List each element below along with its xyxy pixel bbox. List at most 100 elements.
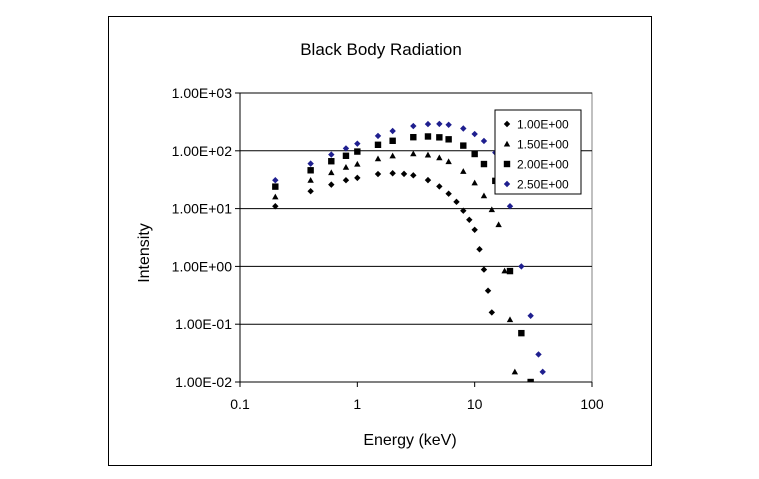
data-point — [354, 160, 361, 167]
data-point — [445, 158, 452, 165]
data-point — [453, 198, 460, 206]
data-point — [445, 190, 452, 197]
data-point — [424, 133, 432, 140]
data-point — [354, 148, 361, 155]
data-point — [480, 160, 488, 168]
data-point — [518, 263, 525, 270]
data-point — [410, 172, 417, 179]
legend-marker — [503, 120, 511, 128]
legend-label: 1.00E+00 — [517, 118, 569, 132]
data-point — [518, 329, 525, 337]
data-point — [480, 266, 488, 273]
data-point — [539, 368, 546, 376]
data-point — [307, 160, 314, 167]
data-point — [501, 267, 508, 274]
data-series — [272, 120, 546, 382]
y-tick-label: 1.00E-01 — [175, 316, 232, 332]
data-point — [342, 176, 350, 184]
data-point — [389, 137, 396, 144]
legend-item: 1.00E+00 — [503, 118, 569, 132]
data-point — [374, 132, 382, 140]
data-point — [480, 192, 488, 199]
data-point — [389, 170, 396, 177]
legend-item: 2.50E+00 — [503, 178, 569, 192]
x-tick-labels: 0.1 1 10 100 — [230, 396, 604, 412]
chart-frame: Black Body Radiation 1.00E-02 1.00E-01 1.0… — [108, 16, 652, 466]
data-point — [460, 207, 467, 214]
data-point — [424, 120, 432, 128]
data-point — [272, 183, 279, 190]
data-point — [436, 183, 443, 190]
legend-marker — [503, 180, 511, 188]
data-point — [374, 155, 382, 162]
data-point — [488, 206, 496, 213]
data-point — [354, 174, 361, 182]
x-axis-label: Energy (keV) — [363, 432, 456, 449]
y-tick-label: 1.00E+00 — [172, 258, 233, 274]
data-point — [410, 133, 417, 141]
data-point — [272, 193, 279, 200]
y-tick-labels: 1.00E-02 1.00E-01 1.00E+00 1.00E+01 1.00E+02… — [172, 85, 233, 390]
data-point — [460, 142, 467, 149]
data-point — [328, 158, 335, 165]
legend: 1.00E+00 1.50E+00 2.00E+00 2.50E+00 — [494, 109, 582, 195]
data-point — [484, 287, 492, 294]
legend-label: 2.00E+00 — [517, 158, 569, 172]
data-point — [466, 216, 473, 224]
x-tick-label: 1 — [353, 396, 361, 412]
data-point — [506, 203, 514, 210]
data-point — [424, 151, 432, 158]
legend-item: 2.00E+00 — [503, 158, 569, 172]
y-tick-label: 1.00E+02 — [172, 143, 233, 159]
data-point — [342, 152, 350, 159]
data-point — [506, 267, 514, 275]
y-axis-label: Intensity — [136, 223, 153, 283]
data-point — [476, 246, 483, 253]
data-point — [460, 168, 467, 174]
legend-item: 1.50E+00 — [503, 138, 569, 152]
data-point — [410, 122, 417, 130]
data-point — [400, 170, 408, 178]
legend-label: 1.50E+00 — [517, 138, 569, 152]
legend-label: 2.50E+00 — [517, 178, 569, 192]
legend-marker — [503, 140, 511, 147]
data-point — [424, 176, 432, 184]
data-point — [389, 127, 396, 135]
data-point — [436, 120, 443, 128]
data-point — [471, 150, 478, 158]
data-point — [527, 378, 534, 382]
data-point — [389, 152, 396, 159]
data-point — [471, 226, 478, 233]
x-tick-label: 100 — [580, 396, 604, 412]
data-point — [436, 134, 443, 141]
data-point — [511, 368, 519, 375]
series-3 — [272, 133, 534, 382]
data-point — [410, 150, 417, 157]
data-point — [495, 221, 502, 228]
data-point — [445, 136, 452, 143]
x-tick-label: 10 — [467, 396, 483, 412]
data-point — [460, 125, 467, 132]
series-1 — [272, 170, 496, 316]
data-point — [307, 176, 314, 183]
x-tick-label: 0.1 — [230, 396, 250, 412]
data-point — [374, 170, 382, 178]
data-point — [354, 140, 361, 147]
data-point — [471, 130, 478, 138]
black-body-chart: Black Body Radiation 1.00E-02 1.00E-01 1.0… — [136, 40, 604, 449]
data-point — [527, 312, 534, 319]
data-point — [471, 179, 478, 186]
y-tick-label: 1.00E-02 — [175, 374, 232, 390]
data-point — [272, 203, 279, 210]
series-2 — [272, 150, 519, 375]
data-point — [436, 154, 443, 161]
data-point — [480, 137, 488, 145]
data-point — [506, 316, 514, 323]
chart-title: Black Body Radiation — [300, 40, 462, 59]
data-point — [445, 121, 452, 128]
grid-lines — [240, 92, 592, 325]
y-tick-label: 1.00E+03 — [172, 85, 233, 101]
data-point — [374, 141, 382, 149]
data-point — [328, 181, 335, 188]
data-point — [307, 167, 314, 174]
